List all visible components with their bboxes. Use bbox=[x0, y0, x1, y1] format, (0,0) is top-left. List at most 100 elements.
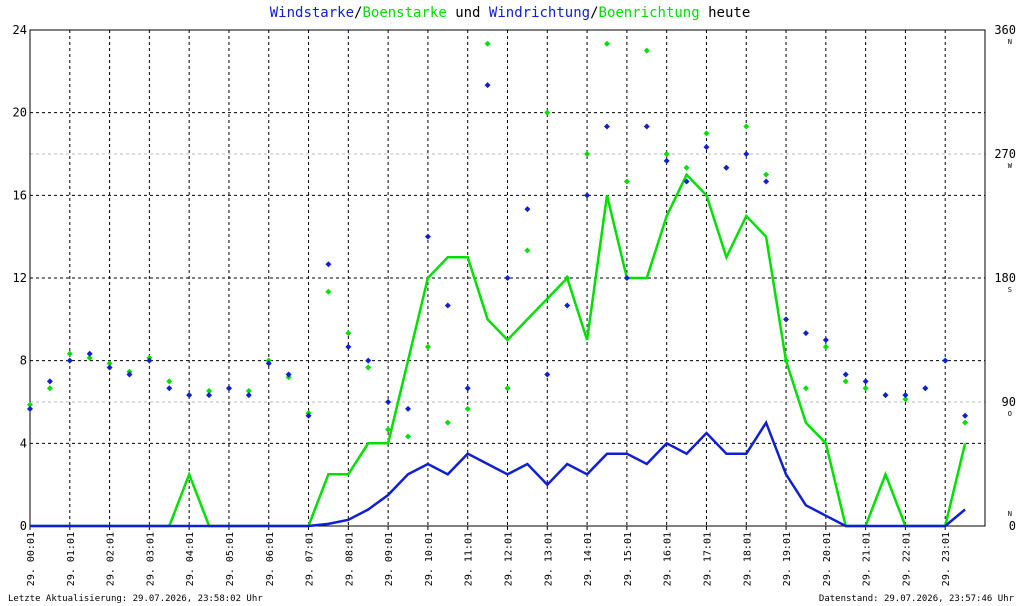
direction-point bbox=[424, 233, 431, 240]
y2-tick-letter: S bbox=[1008, 286, 1012, 294]
x-tick-label: 29. 09:01 bbox=[384, 532, 395, 586]
x-tick-label: 29. 12:01 bbox=[504, 532, 515, 586]
direction-point bbox=[126, 371, 133, 378]
x-tick-label: 29. 11:01 bbox=[464, 532, 475, 586]
direction-point bbox=[783, 357, 790, 364]
direction-point bbox=[743, 151, 750, 157]
direction-point bbox=[842, 378, 849, 385]
direction-point bbox=[703, 144, 710, 151]
direction-point bbox=[285, 371, 292, 378]
direction-point bbox=[146, 357, 153, 364]
y2-tick-letter: N bbox=[1008, 510, 1012, 518]
direction-point bbox=[504, 385, 511, 392]
direction-point bbox=[544, 109, 551, 116]
direction-point bbox=[822, 343, 829, 350]
direction-point bbox=[862, 385, 869, 392]
direction-point bbox=[405, 433, 412, 440]
y-tick-label: 4 bbox=[20, 436, 27, 450]
direction-point bbox=[305, 412, 312, 419]
x-tick-label: 29. 04:01 bbox=[185, 532, 196, 586]
direction-point bbox=[902, 396, 909, 403]
direction-point bbox=[245, 387, 252, 394]
direction-point bbox=[464, 405, 471, 412]
title-part: heute bbox=[700, 5, 751, 21]
direction-point bbox=[623, 275, 630, 281]
direction-point bbox=[922, 385, 929, 392]
direction-point bbox=[86, 354, 93, 361]
y2-tick-label: 0 bbox=[1009, 519, 1016, 533]
direction-point bbox=[66, 357, 73, 364]
series-line bbox=[30, 172, 967, 528]
direction-point bbox=[663, 151, 670, 157]
direction-point bbox=[365, 364, 372, 371]
title-part: und bbox=[447, 5, 489, 21]
direction-point bbox=[743, 123, 750, 130]
direction-point bbox=[206, 387, 213, 394]
direction-point bbox=[524, 206, 531, 213]
direction-point bbox=[763, 171, 770, 178]
direction-point bbox=[603, 40, 610, 47]
direction-point bbox=[942, 357, 949, 364]
direction-point bbox=[723, 164, 730, 171]
x-tick-label: 29. 03:01 bbox=[145, 532, 156, 586]
x-tick-label: 29. 07:01 bbox=[305, 532, 316, 586]
direction-point bbox=[703, 130, 710, 137]
y2-tick-label: 90 bbox=[1002, 395, 1016, 409]
direction-point bbox=[763, 178, 770, 185]
direction-point bbox=[962, 419, 969, 426]
direction-point bbox=[663, 157, 670, 164]
direction-point bbox=[345, 343, 352, 350]
direction-point bbox=[86, 350, 93, 357]
direction-point bbox=[524, 247, 531, 254]
x-tick-label: 29. 05:01 bbox=[225, 532, 236, 586]
direction-point bbox=[683, 164, 690, 171]
direction-point bbox=[385, 399, 392, 405]
y2-tick-letter: O bbox=[1008, 410, 1012, 418]
direction-point bbox=[27, 405, 33, 412]
direction-point bbox=[106, 364, 113, 371]
y-tick-label: 8 bbox=[20, 354, 27, 368]
direction-point bbox=[484, 82, 491, 89]
direction-point bbox=[186, 392, 193, 399]
direction-point bbox=[265, 360, 272, 367]
direction-point bbox=[325, 288, 332, 295]
direction-point bbox=[206, 392, 213, 399]
direction-point bbox=[464, 385, 471, 392]
y2-tick-label: 270 bbox=[994, 147, 1016, 161]
direction-point bbox=[783, 316, 790, 323]
x-tick-label: 29. 01:01 bbox=[66, 532, 77, 586]
direction-point bbox=[365, 357, 372, 364]
x-tick-label: 29. 16:01 bbox=[663, 532, 674, 586]
direction-point bbox=[385, 426, 392, 433]
direction-point bbox=[106, 360, 113, 367]
direction-point bbox=[584, 151, 591, 157]
direction-point bbox=[862, 378, 869, 385]
direction-point bbox=[504, 275, 511, 281]
direction-point bbox=[225, 385, 232, 392]
direction-point bbox=[166, 385, 173, 392]
direction-point bbox=[603, 123, 610, 130]
x-tick-label: 29. 10:01 bbox=[424, 532, 435, 586]
x-tick-label: 29. 02:01 bbox=[106, 532, 117, 586]
x-tick-label: 29. 13:01 bbox=[543, 532, 554, 586]
direction-point bbox=[325, 261, 332, 268]
x-tick-label: 29. 21:01 bbox=[862, 532, 873, 586]
y2-tick-label: 360 bbox=[994, 23, 1016, 37]
direction-point bbox=[405, 405, 412, 412]
direction-point bbox=[245, 392, 252, 399]
footer-left: Letzte Aktualisierung: 29.07.2026, 23:58… bbox=[8, 594, 263, 604]
direction-point bbox=[643, 123, 650, 130]
y2-tick-letter: N bbox=[1008, 38, 1012, 46]
x-tick-label: 29. 20:01 bbox=[822, 532, 833, 586]
direction-point bbox=[902, 392, 909, 399]
y-tick-label: 24 bbox=[13, 23, 27, 37]
direction-point bbox=[564, 302, 571, 309]
direction-point bbox=[623, 178, 630, 185]
x-tick-label: 29. 23:01 bbox=[941, 532, 952, 586]
direction-point bbox=[166, 378, 173, 385]
x-tick-label: 29. 17:01 bbox=[702, 532, 713, 586]
y2-tick-letter: W bbox=[1008, 162, 1013, 170]
y2-tick-label: 180 bbox=[994, 271, 1016, 285]
